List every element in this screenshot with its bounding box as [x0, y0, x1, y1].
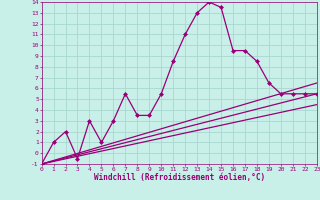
X-axis label: Windchill (Refroidissement éolien,°C): Windchill (Refroidissement éolien,°C) — [94, 173, 265, 182]
